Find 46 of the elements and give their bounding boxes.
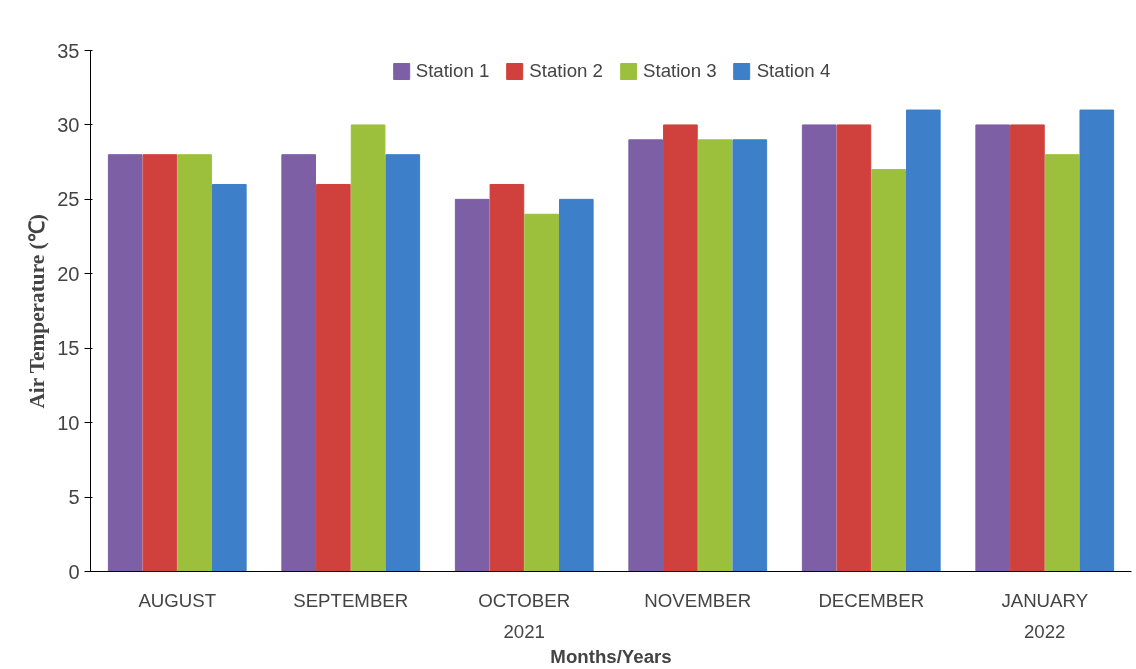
legend-label: Station 2 [529,60,603,82]
x-tick-label: AUGUST [138,589,217,611]
bar [905,109,941,572]
text: 2022 [1024,620,1066,642]
bar [316,183,351,572]
bar [836,124,872,572]
bar [524,213,559,572]
bar [1044,154,1080,572]
y-tick-label: 10 [57,411,80,434]
bar [142,154,178,572]
bar [801,124,837,572]
legend-label: Station 1 [415,60,490,82]
bar [628,139,664,572]
bar [975,124,1011,572]
y-tick-label: 20 [57,262,80,285]
x-tick-label: SEPTEMBER [293,589,409,611]
bar [663,124,698,572]
x-tick-label: DECEMBER [818,589,925,611]
y-tick-label: 30 [57,113,80,136]
bar [385,154,421,572]
text: 2021 [503,620,546,642]
legend-label: Station 3 [643,60,717,82]
y-axis-title: Air Temperature (℃) [25,214,50,409]
y-tick-label: 5 [68,486,80,509]
x-tick-label: JANUARY [1001,589,1089,611]
x-tick-label: NOVEMBER [644,589,752,611]
bar [489,183,525,572]
bar [558,198,594,572]
bar [697,139,733,572]
y-tick-label: 35 [57,39,80,62]
bar [1010,124,1045,572]
bar [454,198,490,572]
bar [1079,109,1115,572]
x-tick-label: OCTOBER [478,589,571,611]
x-axis-title: Months/Years [550,645,672,667]
bar [211,183,247,572]
bar [107,154,143,572]
bar [350,124,386,572]
y-tick-label: 25 [57,188,80,211]
y-tick-label: 0 [68,560,80,583]
bar [281,154,317,572]
legend-label: Station 4 [756,60,831,82]
bar [871,169,906,572]
bar [177,154,212,572]
bar [732,139,768,572]
y-tick-label: 15 [57,337,80,360]
